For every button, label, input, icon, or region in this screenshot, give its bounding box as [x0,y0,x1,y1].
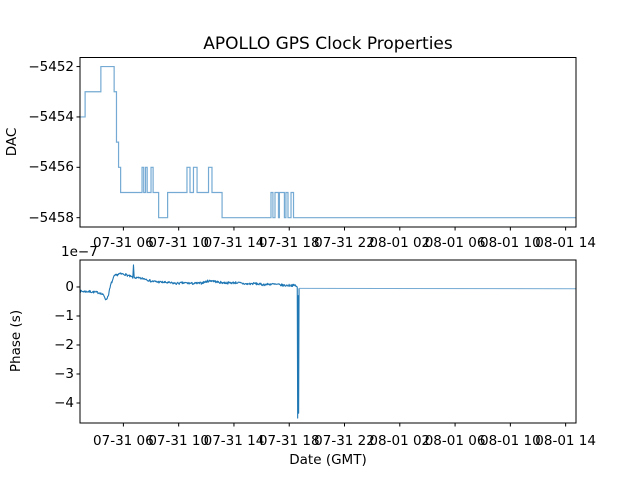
offset-text: 1e−7 [61,244,98,260]
phase-line [79,264,300,419]
top-axes-frame [79,57,577,228]
x-tick-label: 08-01 10 [479,433,541,449]
x-tick-label: 07-31 18 [258,433,320,449]
x-tick-label: 08-01 06 [424,433,486,449]
x-tick-label: 07-31 14 [203,433,265,449]
x-tick-label: 08-01 10 [479,234,541,251]
phase-axis-label: Phase (s) [8,309,24,373]
dac-axis-label: DAC [4,127,20,157]
x-tick-label: 08-01 14 [535,234,596,251]
x-tick-label: 08-01 02 [369,433,431,449]
x-tick-label: 07-31 22 [314,433,375,449]
x-tick-label: 07-31 14 [203,234,265,251]
x-tick-label: 07-31 10 [148,433,210,449]
plot-title: APOLLO GPS Clock Properties [203,34,453,54]
x-tick-label: 07-31 06 [93,234,154,251]
xaxis-label: Date (GMT) [289,452,367,468]
y-tick-label: −5458 [28,209,74,226]
y-tick-label: −5454 [28,108,74,125]
x-tick-label: 07-31 10 [148,234,210,251]
y-tick-label: 0 [65,278,74,295]
x-tick-label: 07-31 18 [258,234,320,251]
y-tick-label: −5456 [28,159,74,176]
y-tick-label: −3 [54,365,74,382]
y-tick-label: −1 [54,307,74,324]
y-tick-label: −4 [54,394,74,411]
dac-line [80,65,576,219]
y-tick-label: −5452 [28,58,74,75]
x-tick-label: 07-31 22 [314,234,375,251]
x-tick-label: 08-01 02 [369,234,431,251]
x-tick-label: 08-01 14 [535,433,596,449]
bottom-axes-frame [79,259,577,424]
y-tick-label: −2 [54,336,74,353]
x-tick-label: 08-01 06 [424,234,486,251]
x-tick-label: 07-31 06 [93,433,154,449]
